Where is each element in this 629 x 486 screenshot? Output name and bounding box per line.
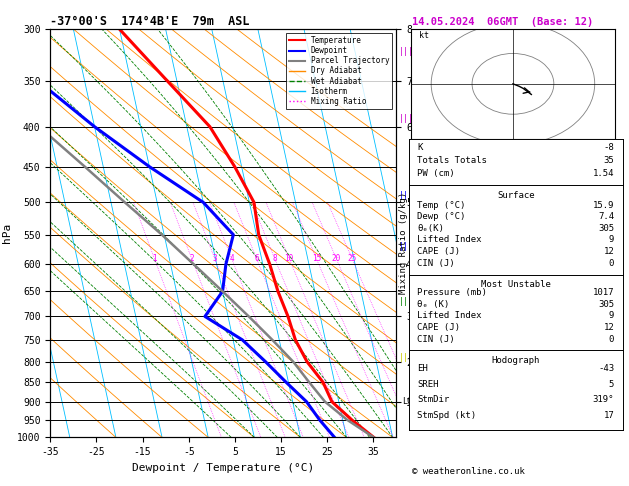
Text: 319°: 319°: [593, 395, 614, 404]
Text: Mixing Ratio (g/kg): Mixing Ratio (g/kg): [399, 192, 408, 294]
Text: 7.4: 7.4: [598, 212, 614, 222]
X-axis label: Dewpoint / Temperature (°C): Dewpoint / Temperature (°C): [132, 463, 314, 473]
Text: 10: 10: [284, 254, 294, 263]
Legend: Temperature, Dewpoint, Parcel Trajectory, Dry Adiabat, Wet Adiabat, Isotherm, Mi: Temperature, Dewpoint, Parcel Trajectory…: [286, 33, 392, 109]
Text: 17: 17: [603, 411, 614, 420]
Text: Hodograph: Hodograph: [492, 356, 540, 364]
Text: CIN (J): CIN (J): [418, 259, 455, 268]
Text: © weatheronline.co.uk: © weatheronline.co.uk: [412, 467, 525, 476]
Text: θₑ(K): θₑ(K): [418, 224, 444, 233]
Text: Most Unstable: Most Unstable: [481, 280, 551, 289]
Text: |||: |||: [399, 353, 414, 362]
Y-axis label: hPa: hPa: [1, 223, 11, 243]
Text: EH: EH: [418, 364, 428, 373]
Text: |||: |||: [399, 297, 414, 306]
Text: 6: 6: [254, 254, 259, 263]
Text: Totals Totals: Totals Totals: [418, 156, 487, 165]
Text: CAPE (J): CAPE (J): [418, 247, 460, 256]
Text: 1017: 1017: [593, 288, 614, 297]
Text: 9: 9: [609, 236, 614, 244]
Text: |||: |||: [399, 243, 414, 251]
Text: K: K: [418, 143, 423, 152]
Text: 25: 25: [347, 254, 357, 263]
Text: 2: 2: [189, 254, 194, 263]
Text: 0: 0: [609, 259, 614, 268]
Text: PW (cm): PW (cm): [418, 169, 455, 178]
Text: 4: 4: [230, 254, 234, 263]
Text: |||: |||: [399, 114, 414, 122]
Text: 3: 3: [213, 254, 217, 263]
Text: LCL: LCL: [402, 397, 417, 406]
Text: -8: -8: [603, 143, 614, 152]
Text: 9: 9: [609, 312, 614, 320]
Text: 12: 12: [603, 247, 614, 256]
Text: Lifted Index: Lifted Index: [418, 236, 482, 244]
Text: StmDir: StmDir: [418, 395, 450, 404]
Text: 0: 0: [609, 334, 614, 344]
Text: Dewp (°C): Dewp (°C): [418, 212, 466, 222]
Text: 1: 1: [152, 254, 157, 263]
Text: |||: |||: [399, 191, 414, 200]
Text: CAPE (J): CAPE (J): [418, 323, 460, 332]
Text: CIN (J): CIN (J): [418, 334, 455, 344]
Text: 14.05.2024  06GMT  (Base: 12): 14.05.2024 06GMT (Base: 12): [412, 17, 593, 27]
Text: Pressure (mb): Pressure (mb): [418, 288, 487, 297]
Text: 35: 35: [603, 156, 614, 165]
Text: -43: -43: [598, 364, 614, 373]
Text: StmSpd (kt): StmSpd (kt): [418, 411, 477, 420]
Text: Surface: Surface: [497, 191, 535, 200]
Text: SREH: SREH: [418, 380, 439, 389]
Text: 20: 20: [331, 254, 341, 263]
Text: Lifted Index: Lifted Index: [418, 312, 482, 320]
Text: 5: 5: [609, 380, 614, 389]
Text: -37°00'S  174°4B'E  79m  ASL: -37°00'S 174°4B'E 79m ASL: [50, 15, 250, 28]
Text: kt: kt: [419, 31, 429, 40]
Text: 8: 8: [272, 254, 277, 263]
Text: θₑ (K): θₑ (K): [418, 300, 450, 309]
Text: 1.54: 1.54: [593, 169, 614, 178]
Text: 12: 12: [603, 323, 614, 332]
Text: 305: 305: [598, 300, 614, 309]
Text: Temp (°C): Temp (°C): [418, 201, 466, 210]
Text: 15: 15: [312, 254, 321, 263]
Text: 305: 305: [598, 224, 614, 233]
Text: 15.9: 15.9: [593, 201, 614, 210]
Text: |||: |||: [399, 47, 414, 55]
